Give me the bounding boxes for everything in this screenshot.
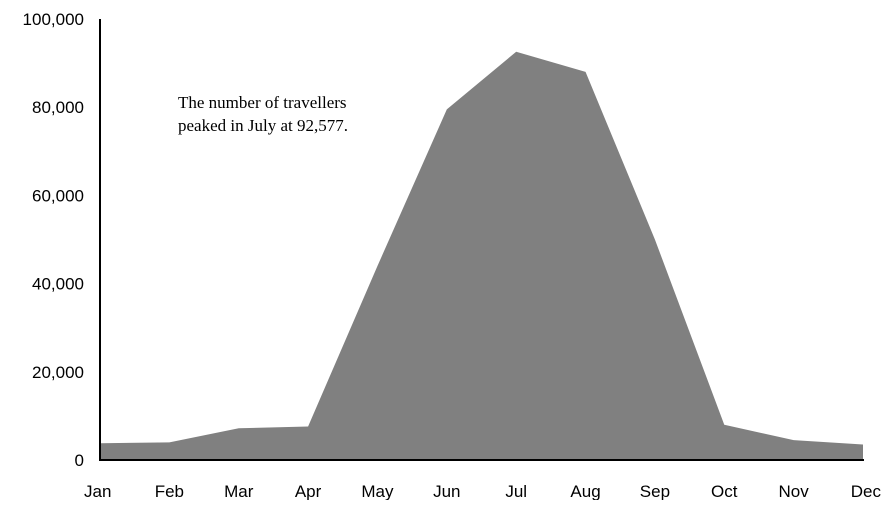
x-tick-label-jul: Jul <box>505 482 527 500</box>
x-tick-labels: Jan Feb Mar Apr May Jun Jul Aug Sep Oct Nov Dec <box>84 482 881 500</box>
y-tick-label: 40,000 <box>32 275 84 294</box>
x-tick-label-sep: Sep <box>640 482 670 500</box>
x-tick-label-feb: Feb <box>155 482 184 500</box>
x-tick-label-nov: Nov <box>779 482 810 500</box>
y-tick-label: 20,000 <box>32 363 84 382</box>
x-tick-label-dec: Dec <box>851 482 882 500</box>
y-tick-labels: 0 20,000 40,000 60,000 80,000 100,000 <box>23 10 84 470</box>
y-tick-label: 100,000 <box>23 10 84 29</box>
x-tick-label-oct: Oct <box>711 482 738 500</box>
x-tick-label-jun: Jun <box>433 482 460 500</box>
y-tick-label: 0 <box>75 451 84 470</box>
x-tick-label-mar: Mar <box>224 482 254 500</box>
x-tick-label-aug: Aug <box>570 482 600 500</box>
x-tick-label-jan: Jan <box>84 482 111 500</box>
peak-annotation: The number of travellers peaked in July … <box>178 91 388 137</box>
y-tick-label: 60,000 <box>32 186 84 205</box>
y-tick-label: 80,000 <box>32 98 84 117</box>
x-tick-label-apr: Apr <box>295 482 322 500</box>
x-tick-label-may: May <box>361 482 394 500</box>
